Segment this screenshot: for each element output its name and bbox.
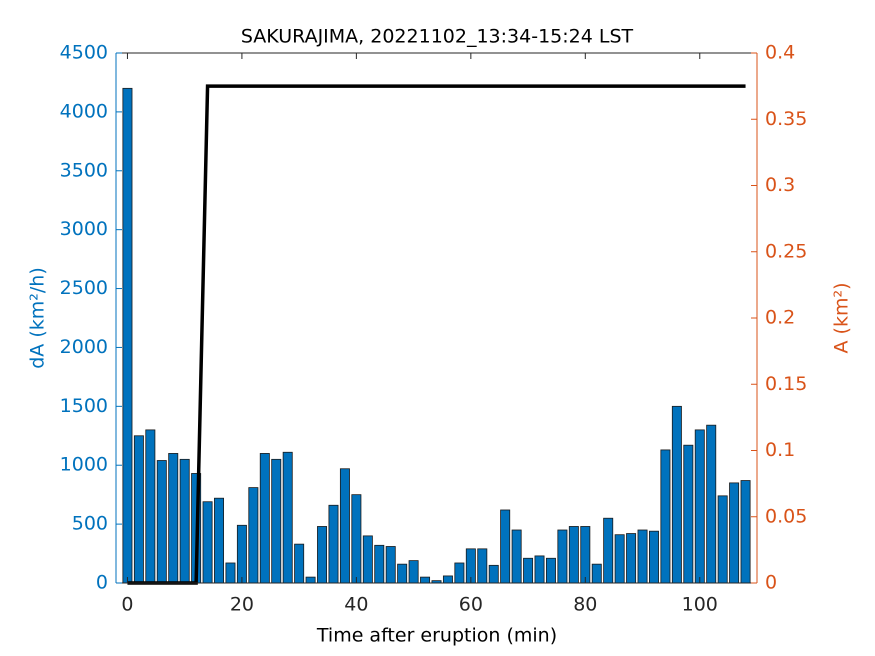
- x-tick-label: 20: [230, 594, 254, 616]
- bar: [706, 424, 717, 584]
- bar: [603, 517, 614, 584]
- bar: [122, 87, 133, 584]
- bar: [145, 429, 156, 584]
- bar: [523, 557, 534, 584]
- bar: [351, 494, 362, 584]
- bar: [454, 562, 465, 584]
- bar: [133, 435, 144, 584]
- bar: [717, 495, 728, 584]
- y-tick-label: 1000: [60, 454, 108, 476]
- bar: [385, 546, 396, 584]
- y2-tick-label: 0.35: [765, 108, 807, 130]
- bar: [694, 429, 705, 584]
- y2-axis-label: A (km²): [831, 283, 853, 354]
- y2-tick-label: 0.05: [765, 505, 807, 527]
- x-tick-label: 80: [573, 594, 597, 616]
- x-tick-label: 0: [121, 594, 133, 616]
- x-tick-label: 60: [459, 594, 483, 616]
- y-tick-label: 3500: [60, 159, 108, 181]
- bar: [282, 451, 293, 584]
- bar: [420, 576, 431, 584]
- bar: [397, 563, 408, 584]
- bar: [236, 524, 247, 584]
- x-axis-label: Time after eruption (min): [316, 625, 557, 647]
- bar: [545, 557, 556, 584]
- bar: [614, 534, 625, 584]
- bar: [271, 458, 282, 584]
- bar: [339, 468, 350, 584]
- bar: [591, 563, 602, 584]
- y-tick-label: 0: [96, 572, 108, 594]
- y2-tick-label: 0.2: [765, 307, 795, 329]
- y-tick-label: 1500: [60, 395, 108, 417]
- y2-tick-label: 0.3: [765, 174, 795, 196]
- bar: [637, 529, 648, 584]
- bar: [671, 405, 682, 584]
- y2-tick-label: 0.15: [765, 373, 807, 395]
- bar: [477, 548, 488, 584]
- y-tick-label: 4500: [60, 42, 108, 64]
- y2-tick-label: 0.25: [765, 240, 807, 262]
- bar: [580, 526, 591, 584]
- bar: [156, 460, 167, 584]
- bar: [626, 533, 637, 584]
- bar: [317, 526, 328, 584]
- y2-tick-label: 0.4: [765, 42, 795, 64]
- y-axis-label: dA (km²/h): [27, 267, 49, 369]
- chart-title: SAKURAJIMA, 20221102_13:34-15:24 LST: [241, 26, 634, 48]
- bar: [362, 535, 373, 584]
- bar: [729, 482, 740, 584]
- bar: [248, 487, 259, 584]
- bar: [442, 575, 453, 584]
- bar: [660, 449, 671, 584]
- y-tick-label: 2000: [60, 336, 108, 358]
- bar: [557, 529, 568, 584]
- bar: [225, 562, 236, 584]
- bar: [259, 453, 270, 584]
- bar: [202, 501, 213, 584]
- bar: [649, 530, 659, 584]
- bar: [408, 560, 419, 584]
- y2-tick-label: 0.1: [765, 439, 795, 461]
- y-tick-label: 500: [72, 513, 108, 535]
- y2-tick-label: 0: [765, 572, 777, 594]
- bar: [374, 544, 385, 584]
- bar: [488, 564, 499, 584]
- bar: [294, 543, 305, 584]
- bar: [568, 526, 579, 584]
- bar: [511, 529, 522, 584]
- y-tick-label: 2500: [60, 277, 108, 299]
- bar: [534, 555, 545, 584]
- y-tick-label: 4000: [60, 100, 108, 122]
- x-tick-label: 40: [344, 594, 368, 616]
- bar: [305, 576, 316, 584]
- x-tick-label: 100: [682, 594, 718, 616]
- bar: [168, 453, 179, 584]
- bar: [214, 497, 224, 584]
- bar: [683, 444, 694, 584]
- bar: [328, 504, 339, 584]
- bar: [179, 458, 190, 584]
- bar: [740, 480, 751, 584]
- bar: [500, 509, 511, 584]
- y-tick-label: 3000: [60, 218, 108, 240]
